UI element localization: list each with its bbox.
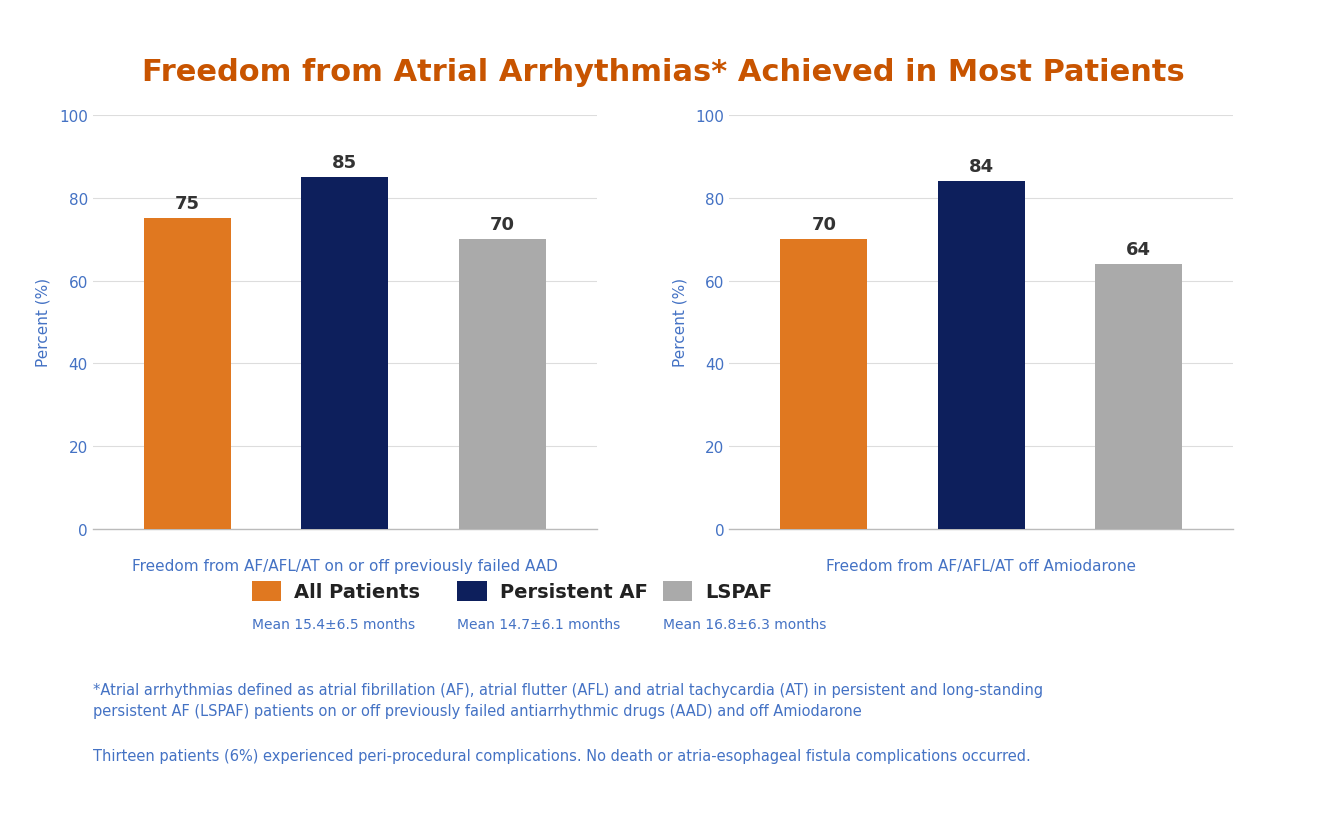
Text: Freedom from AF/AFL/AT off Amiodarone: Freedom from AF/AFL/AT off Amiodarone <box>826 558 1136 573</box>
Bar <box>1095 265 1181 529</box>
Text: *Atrial arrhythmias defined as atrial fibrillation (AF), atrial flutter (AFL) an: *Atrial arrhythmias defined as atrial fi… <box>93 682 1044 718</box>
Text: 75: 75 <box>175 195 200 213</box>
Bar <box>459 240 545 529</box>
Bar <box>781 240 867 529</box>
Text: 64: 64 <box>1126 241 1151 258</box>
Text: Freedom from Atrial Arrhythmias* Achieved in Most Patients: Freedom from Atrial Arrhythmias* Achieve… <box>142 58 1184 87</box>
Text: All Patients: All Patients <box>294 582 420 600</box>
Bar <box>301 178 389 529</box>
Text: Mean 14.7±6.1 months: Mean 14.7±6.1 months <box>457 618 621 631</box>
Text: 70: 70 <box>812 216 837 233</box>
Text: 85: 85 <box>333 154 357 172</box>
Text: 70: 70 <box>489 216 514 233</box>
Text: Thirteen patients (6%) experienced peri-procedural complications. No death or at: Thirteen patients (6%) experienced peri-… <box>93 748 1030 763</box>
Text: Mean 16.8±6.3 months: Mean 16.8±6.3 months <box>663 618 826 631</box>
Text: LSPAF: LSPAF <box>705 582 773 600</box>
Text: Freedom from AF/AFL/AT on or off previously failed AAD: Freedom from AF/AFL/AT on or off previou… <box>131 558 558 573</box>
Bar <box>937 182 1025 529</box>
Text: 84: 84 <box>969 158 993 175</box>
Bar <box>145 219 231 529</box>
Text: Mean 15.4±6.5 months: Mean 15.4±6.5 months <box>252 618 415 631</box>
Y-axis label: Percent (%): Percent (%) <box>36 278 50 367</box>
Y-axis label: Percent (%): Percent (%) <box>672 278 687 367</box>
Text: Persistent AF: Persistent AF <box>500 582 648 600</box>
